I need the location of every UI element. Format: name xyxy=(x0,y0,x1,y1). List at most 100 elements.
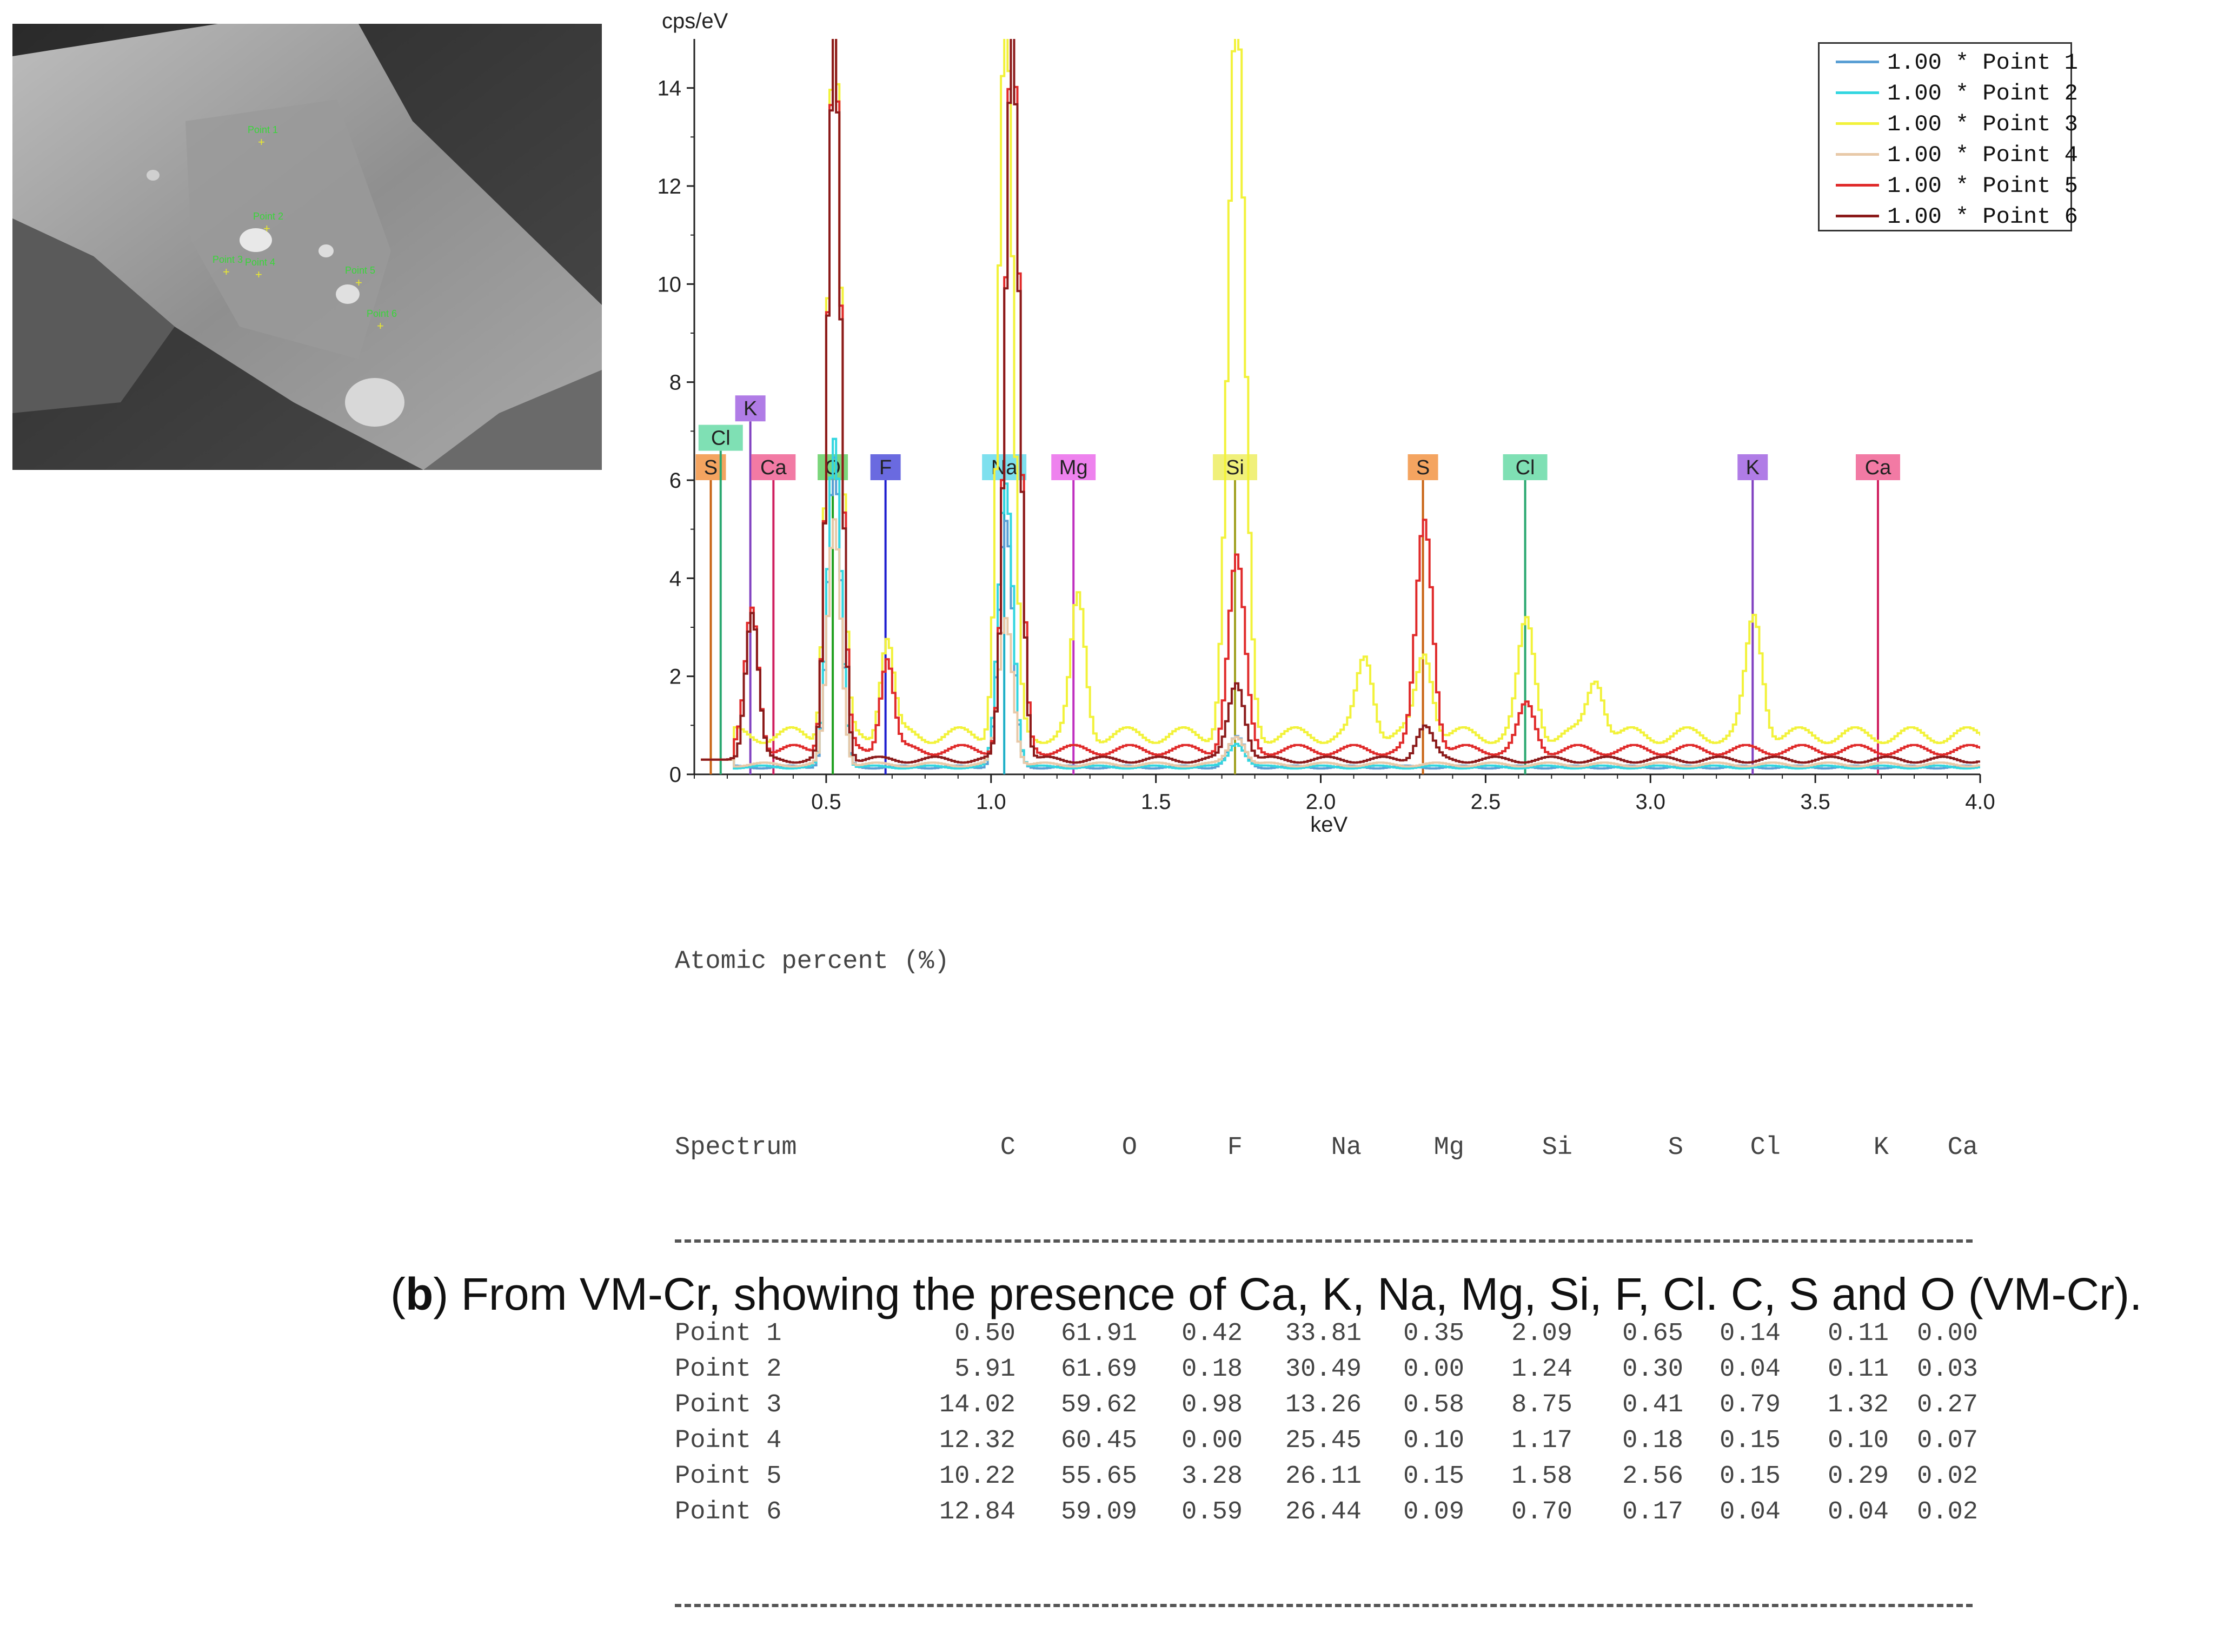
series-line xyxy=(701,518,1980,768)
x-tick-label: 1.0 xyxy=(976,790,1006,814)
table-cell: 33.81 xyxy=(1285,1319,1362,1348)
legend-entry: 1.00 * Point 1 xyxy=(1820,47,2078,78)
legend-entry: 1.00 * Point 2 xyxy=(1820,78,2078,109)
table-cell: 0.15 xyxy=(1403,1462,1464,1491)
table-cell: 61.91 xyxy=(1060,1319,1137,1348)
table-title: Atomic percent (%) xyxy=(675,947,950,976)
table-cell: Point 1 xyxy=(675,1319,782,1348)
caption-bold: b xyxy=(405,1269,434,1319)
table-cell: 26.44 xyxy=(1285,1498,1362,1527)
table-row: Point 2 5.91 61.69 0.18 30.49 0.00 1.24 0.30 0.0… xyxy=(675,1352,2027,1388)
table-row: Point 3 14.02 59.62 0.98 13.26 0.58 8.75 0.41 0.… xyxy=(675,1388,2027,1423)
table-header-cell: K xyxy=(1873,1133,1889,1162)
element-marker-label: Si xyxy=(1226,456,1244,479)
legend-entry: 1.00 * Point 5 xyxy=(1820,170,2078,202)
table-cell: 1.24 xyxy=(1511,1355,1572,1384)
sem-point-label: Point 1 xyxy=(248,124,278,135)
table-cell: 0.04 xyxy=(1720,1355,1781,1384)
element-marker-badge xyxy=(1212,454,1257,480)
legend-label: 1.00 * Point 4 xyxy=(1887,142,2078,168)
table-cell: 1.32 xyxy=(1828,1391,1889,1419)
table-cell: 0.18 xyxy=(1622,1427,1683,1455)
legend-label: 1.00 * Point 1 xyxy=(1887,50,2078,76)
table-cell: 0.70 xyxy=(1511,1498,1572,1527)
y-tick-label: 0 xyxy=(669,763,681,787)
x-tick-label: 1.5 xyxy=(1141,790,1171,814)
table-cell: 0.00 xyxy=(1917,1319,1978,1348)
table-header-row: Spectrum C O F Na Mg Si S Cl K Ca xyxy=(675,1130,2027,1166)
x-tick-label: 3.5 xyxy=(1800,790,1830,814)
element-marker-label: S xyxy=(704,456,718,479)
sem-point-markers: Point 1+Point 2+Point 3+Point 4+ Point 5+… xyxy=(213,124,397,333)
y-tick-label: 6 xyxy=(669,469,681,493)
table-cell: 0.11 xyxy=(1828,1355,1889,1384)
series-line xyxy=(701,39,1980,761)
element-marker-label: F xyxy=(879,456,892,479)
sem-point-label: Point 3 xyxy=(213,254,243,265)
table-cell: 0.00 xyxy=(1181,1427,1243,1455)
table-cell: 0.59 xyxy=(1181,1498,1243,1527)
element-marker-badge xyxy=(1503,454,1548,480)
legend-swatch xyxy=(1836,184,1879,187)
table-cell: 30.49 xyxy=(1285,1355,1362,1384)
sem-point-cross: + xyxy=(223,265,230,278)
table-cell: 12.84 xyxy=(939,1498,1015,1527)
table-cell: 0.50 xyxy=(954,1319,1015,1348)
table-cell: 8.75 xyxy=(1511,1391,1572,1419)
sem-micrograph-svg: Point 1+Point 2+Point 3+Point 4+ Point 5+… xyxy=(12,24,602,470)
series-layer xyxy=(701,39,1980,770)
table-cell: 0.58 xyxy=(1403,1391,1464,1419)
sem-point-cross: + xyxy=(255,268,262,281)
element-marker-label: K xyxy=(744,397,757,420)
element-marker-badge xyxy=(1051,454,1096,480)
table-cell: 59.09 xyxy=(1060,1498,1137,1527)
table-cell: 0.00 xyxy=(1403,1355,1464,1384)
table-header-cell: Si xyxy=(1542,1133,1572,1162)
sem-particle xyxy=(345,378,404,427)
table-cell: 0.14 xyxy=(1720,1319,1781,1348)
sem-point-cross: + xyxy=(258,135,265,149)
series-line xyxy=(701,39,1980,764)
table-cell: 0.41 xyxy=(1622,1391,1683,1419)
table-header-cell: O xyxy=(1121,1133,1137,1162)
table-divider xyxy=(675,1223,2027,1259)
table-cell: 55.65 xyxy=(1060,1462,1137,1491)
y-axis-title: cps/eV xyxy=(662,9,728,33)
table-cell: 0.10 xyxy=(1828,1427,1889,1455)
element-marker-label: K xyxy=(1746,456,1760,479)
table-cell: 2.09 xyxy=(1511,1319,1572,1348)
legend-label: 1.00 * Point 6 xyxy=(1887,204,2078,230)
legend-swatch xyxy=(1836,153,1879,156)
table-cell: Point 2 xyxy=(675,1355,782,1384)
table-cell: 0.79 xyxy=(1720,1391,1781,1419)
element-marker-label: Mg xyxy=(1059,456,1088,479)
table-header-cell: C xyxy=(1000,1133,1015,1162)
table-cell: 25.45 xyxy=(1285,1427,1362,1455)
caption-open: ( xyxy=(390,1269,406,1319)
table-cell: 0.09 xyxy=(1403,1498,1464,1527)
axis-layer xyxy=(687,39,1981,783)
table-cell: 0.42 xyxy=(1181,1319,1243,1348)
table-cell: 0.04 xyxy=(1828,1498,1889,1527)
table-spacer xyxy=(675,1037,2027,1073)
table-header-cell: Spectrum xyxy=(675,1133,797,1162)
table-row: Point 5 10.22 55.65 3.28 26.11 0.15 1.58 2.56 0.… xyxy=(675,1459,2027,1495)
table-cell: Point 6 xyxy=(675,1498,782,1527)
element-marker-label: Cl xyxy=(1516,456,1535,479)
sem-particle xyxy=(318,244,334,257)
table-row: Point 1 0.50 61.91 0.42 33.81 0.35 2.09 0.65 0.1… xyxy=(675,1316,2027,1352)
table-cell: 0.10 xyxy=(1403,1427,1464,1455)
table-cell: 60.45 xyxy=(1060,1427,1137,1455)
y-tick-label: 10 xyxy=(658,273,682,296)
element-marker-badge xyxy=(1737,454,1768,480)
table-row: Point 4 12.32 60.45 0.00 25.45 0.10 1.17 0.18 0.… xyxy=(675,1423,2027,1459)
table-cell: 13.26 xyxy=(1285,1391,1362,1419)
series-line xyxy=(701,456,1980,770)
element-marker-badge xyxy=(735,395,766,422)
table-row: Point 6 12.84 59.09 0.59 26.44 0.09 0.70 0.17 0.… xyxy=(675,1495,2027,1530)
x-tick-label: 0.5 xyxy=(811,790,841,814)
legend-swatch xyxy=(1836,61,1879,63)
legend-label: 1.00 * Point 2 xyxy=(1887,81,2078,107)
table-cell: 0.17 xyxy=(1622,1498,1683,1527)
